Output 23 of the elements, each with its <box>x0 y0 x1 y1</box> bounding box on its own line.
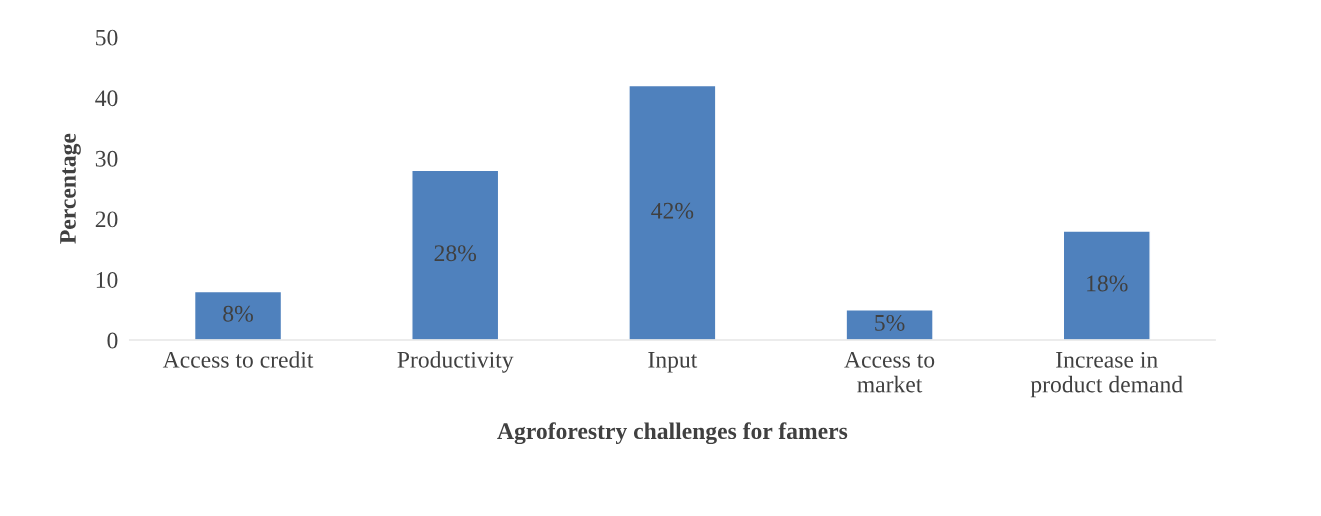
x-tick-label: Increase in product demand <box>1030 351 1183 398</box>
data-label: 5% <box>875 314 905 331</box>
x-tick-label: Access to credit <box>162 351 314 368</box>
bar <box>1062 230 1151 341</box>
y-axis-title: Percentage <box>60 133 81 244</box>
bar <box>411 169 500 341</box>
y-tick-label: 40 <box>95 90 118 107</box>
x-tick-label: Productivity <box>397 351 514 373</box>
bar <box>845 309 934 341</box>
y-tick-label: 0 <box>107 332 118 349</box>
y-tick-label: 10 <box>96 271 118 288</box>
data-label: 28% <box>434 245 477 262</box>
y-tick-label: 30 <box>95 150 118 167</box>
x-tick-label: Input <box>648 352 698 373</box>
y-tick-label: 20 <box>95 211 118 228</box>
x-tick-label: Access to market <box>844 351 935 393</box>
data-label: 42% <box>651 202 694 219</box>
bar <box>193 290 283 341</box>
bar <box>628 84 717 341</box>
x-axis-title: Agroforestry challenges for famers <box>497 422 848 445</box>
data-label: 18% <box>1087 275 1128 292</box>
y-tick-label: 50 <box>96 29 118 46</box>
data-label: 8% <box>223 305 253 322</box>
